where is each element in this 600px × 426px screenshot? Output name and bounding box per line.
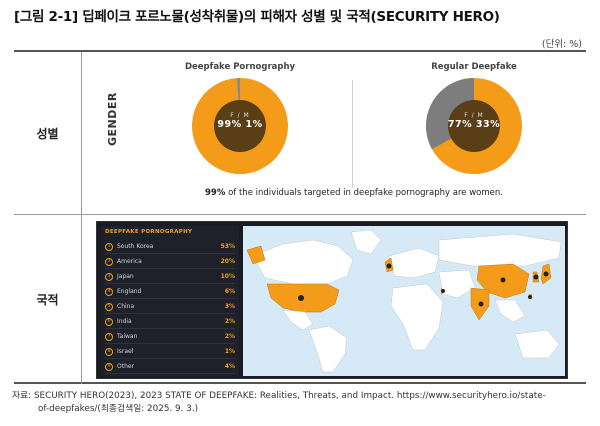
caption-text: of the individuals targeted in deepfake … (225, 188, 503, 198)
rank-badge: 2 (105, 257, 113, 266)
marker-israel (441, 289, 445, 293)
pie-center-regular: F / M 77% 33% (424, 112, 524, 130)
southeast-asia-landmass (494, 299, 526, 323)
country-list-item: 5 China 3% (105, 300, 235, 314)
nationality-cell: DEEPFAKE PORNOGRAPHY 1 South Korea 53% 2 Ame… (82, 215, 586, 384)
country-list-item: 8 Israel 1% (105, 345, 235, 359)
country-percent: 53% (220, 243, 235, 250)
pie-values-regular: 77% 33% (447, 119, 501, 130)
world-map (243, 226, 565, 376)
country-percent: 2% (224, 333, 235, 340)
country-name: China (117, 303, 135, 310)
unit-label: (단위: %) (541, 39, 582, 50)
fm-label: F / M (464, 112, 484, 119)
gender-cell: GENDER Deepfake Pornography F / M 99% 1%… (82, 52, 586, 214)
country-name: South Korea (117, 243, 154, 250)
rank-badge: 1 (105, 242, 113, 251)
south-america-landmass (308, 325, 348, 373)
country-name: England (117, 288, 142, 295)
country-list-item: 4 England 6% (105, 285, 235, 299)
caption-bold: 99% (205, 188, 226, 198)
alaska-highlight (246, 245, 266, 265)
country-name: Other (117, 363, 135, 370)
marker-korea (533, 274, 539, 280)
country-list-item: 7 Taiwan 2% (105, 330, 235, 344)
africa-landmass (390, 283, 444, 351)
gender-infographic: GENDER Deepfake Pornography F / M 99% 1%… (94, 58, 574, 210)
marker-india (478, 301, 484, 307)
country-name: India (117, 318, 132, 325)
fm-label: F / M (230, 112, 250, 119)
row-header-nationality: 국적 (14, 215, 82, 384)
rank-badge: 9 (105, 362, 113, 371)
pie-values-pornography: 99% 1% (217, 119, 263, 130)
rank-badge: 8 (105, 347, 113, 356)
rank-badge: 6 (105, 317, 113, 326)
country-list-item: 2 America 20% (105, 255, 235, 269)
country-list-item: 3 Japan 10% (105, 270, 235, 284)
country-percent: 10% (220, 273, 235, 280)
source-line-2: of-deepfakes/(최종검색일: 2025. 9. 3.) (38, 404, 199, 414)
marker-japan (543, 271, 549, 277)
nationality-infographic: DEEPFAKE PORNOGRAPHY 1 South Korea 53% 2 Ame… (96, 221, 568, 379)
marker-china (500, 277, 506, 283)
pie-chart-regular (426, 78, 522, 174)
rank-badge: 7 (105, 332, 113, 341)
pie-center (214, 100, 266, 152)
figure-table: 성별 GENDER Deepfake Pornography F / M 99%… (14, 50, 586, 384)
rank-badge: 5 (105, 302, 113, 311)
country-name: Taiwan (117, 333, 138, 340)
rank-badge: 4 (105, 287, 113, 296)
gender-caption: 99% of the individuals targeted in deepf… (154, 188, 554, 198)
gender-row: 성별 GENDER Deepfake Pornography F / M 99%… (14, 52, 586, 215)
country-percent: 4% (224, 363, 235, 370)
country-name: America (117, 258, 142, 265)
figure-title: [그림 2-1] 딥페이크 포르노물(성착취물)의 피해자 성별 및 국적(SE… (14, 9, 500, 25)
country-name: Israel (117, 348, 134, 355)
marker-usa (298, 295, 304, 301)
country-percent: 1% (224, 348, 235, 355)
country-list-item: 6 India 2% (105, 315, 235, 329)
australia-landmass (514, 329, 560, 359)
pie-title-pornography: Deepfake Pornography (184, 62, 296, 72)
source-line-1: 자료: SECURITY HERO(2023), 2023 STATE OF D… (12, 391, 546, 401)
canada-landmass (252, 239, 354, 285)
pie-center (448, 100, 500, 152)
pie-divider (352, 80, 353, 188)
country-percent: 3% (224, 303, 235, 310)
mexico-landmass (282, 309, 314, 331)
pie-title-regular: Regular Deepfake (431, 62, 517, 72)
pie-center-pornography: F / M 99% 1% (190, 112, 290, 130)
country-list-panel: DEEPFAKE PORNOGRAPHY 1 South Korea 53% 2 Ame… (101, 226, 239, 376)
world-map-graphic (243, 226, 565, 376)
country-list-item: 1 South Korea 53% (105, 240, 235, 254)
country-percent: 20% (220, 258, 235, 265)
country-list-title: DEEPFAKE PORNOGRAPHY (105, 229, 193, 235)
country-percent: 2% (224, 318, 235, 325)
country-percent: 6% (224, 288, 235, 295)
row-header-gender: 성별 (14, 52, 82, 214)
europe-landmass (388, 247, 440, 279)
gender-axis-label: GENDER (106, 92, 119, 146)
country-list-item: 9 Other 4% (105, 360, 235, 374)
nationality-row: 국적 DEEPFAKE PORNOGRAPHY 1 South Korea 53% 2… (14, 215, 586, 384)
rank-badge: 3 (105, 272, 113, 281)
greenland-landmass (350, 229, 382, 255)
russia-landmass (438, 233, 562, 267)
pie-chart-pornography (192, 78, 288, 174)
marker-taiwan (528, 295, 532, 299)
source-citation: 자료: SECURITY HERO(2023), 2023 STATE OF D… (12, 390, 586, 416)
country-name: Japan (117, 273, 134, 280)
marker-uk (386, 263, 392, 269)
